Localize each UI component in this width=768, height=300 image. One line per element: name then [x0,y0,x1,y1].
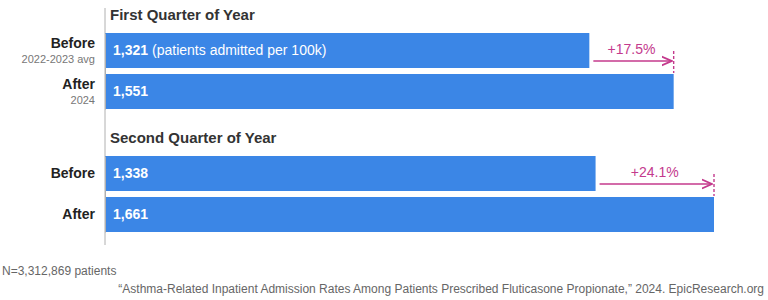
data-label: 1,661 [113,206,148,222]
bar [105,156,596,191]
source: “Asthma-Related Inpatient Admission Rate… [118,282,764,296]
y-axis: Before After [51,157,106,233]
data-label-value: 1,661 [113,206,148,222]
axis-line [105,157,106,233]
data-label: 1,551 [113,83,148,99]
axis-line [105,34,106,110]
category-label: After [62,206,95,222]
bar [105,33,589,68]
footnote: N=3,312,869 patients [2,264,116,278]
tick: Before 2022-2023 avg [22,35,105,64]
annotation: +24.1% [631,164,679,180]
chart: First Quarter of Year Before 2022-2023 avg… [0,0,768,300]
data-label: 1,338 [113,165,148,181]
panel: First Quarter of Year Before 2022-2023 avg… [22,6,674,110]
tick: After 2024 [62,76,105,105]
annotation-marker [673,51,674,73]
data-label-value: 1,321 [113,42,148,58]
category-label: Before [51,165,96,181]
bar [105,74,674,109]
category-label: After [62,76,95,92]
annotation-marker [713,174,714,196]
panel-title: Second Quarter of Year [110,129,277,146]
tick: After [62,206,105,222]
annotation-arrow [593,60,671,62]
bars [105,156,714,232]
category-sublabel: 2022-2023 avg [22,53,95,65]
bar [105,197,714,232]
data-label-value: 1,551 [113,83,148,99]
category-sublabel: 2024 [71,94,95,106]
category-label: Before [51,35,96,51]
panel: Second Quarter of Year Before After 1,338 1,… [51,129,714,233]
annotation: +17.5% [608,41,656,57]
axis-spine [105,8,106,245]
y-axis: Before 2022-2023 avg After 2024 [22,34,106,110]
tick: Before [51,165,105,181]
annotation-arrow [600,183,712,185]
data-label-note: (patients admitted per 100k) [152,42,326,58]
bars [105,33,674,109]
data-label-value: 1,338 [113,165,148,181]
data-label: 1,321(patients admitted per 100k) [113,42,326,58]
panel-title: First Quarter of Year [110,6,255,23]
